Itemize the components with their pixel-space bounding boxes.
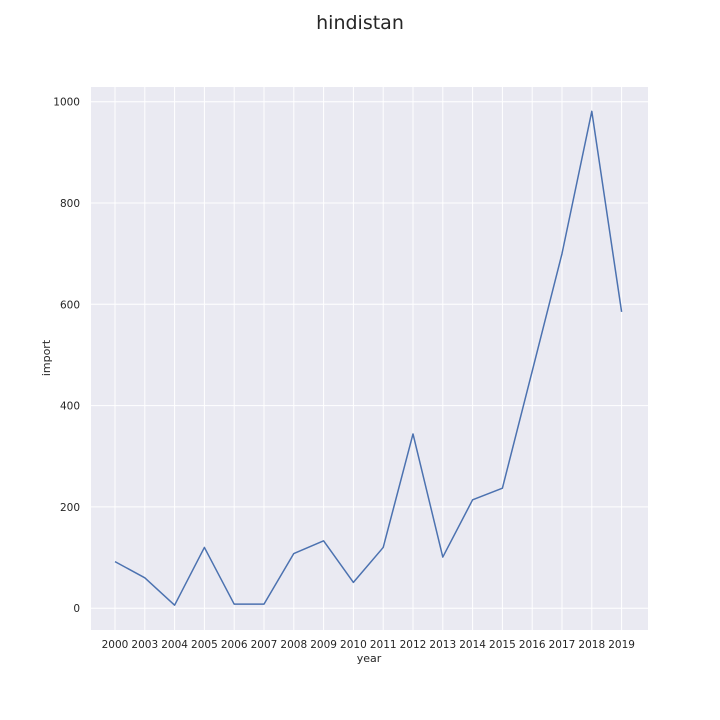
- x-tick-label: 2015: [489, 639, 516, 651]
- x-axis-ticks: 2000 2003 2004 2005 2006 2007 2008 2009 2010 2011…: [102, 639, 635, 651]
- x-tick-label: 2000: [102, 639, 129, 651]
- x-axis-label: year: [357, 652, 382, 665]
- y-axis-ticks: 0 200 400 600 800 1000: [53, 97, 80, 616]
- x-tick-label: 2011: [370, 639, 397, 651]
- x-tick-label: 2006: [221, 639, 248, 651]
- series-line: [114, 110, 623, 606]
- x-tick-label: 2005: [191, 639, 218, 651]
- x-tick-label: 2003: [131, 639, 158, 651]
- series-lines: [114, 110, 623, 606]
- x-tick-label: 2013: [429, 639, 456, 651]
- x-tick-label: 2019: [608, 639, 635, 651]
- x-tick-label: 2018: [578, 639, 605, 651]
- x-tick-label: 2009: [310, 639, 337, 651]
- chart-title: hindistan: [316, 12, 404, 34]
- y-axis-label: import: [40, 339, 53, 376]
- x-tick-label: 2016: [519, 639, 546, 651]
- x-tick-label: 2014: [459, 639, 486, 651]
- grid: [91, 87, 648, 630]
- y-tick-label: 0: [73, 603, 80, 615]
- x-tick-label: 2007: [251, 639, 278, 651]
- y-tick-label: 600: [60, 299, 80, 311]
- x-tick-label: 2008: [280, 639, 307, 651]
- x-tick-label: 2012: [400, 639, 427, 651]
- x-tick-label: 2010: [340, 639, 367, 651]
- x-tick-label: 2017: [549, 639, 576, 651]
- plot-area: [91, 87, 648, 630]
- y-tick-label: 1000: [53, 97, 80, 109]
- y-tick-label: 800: [60, 198, 80, 210]
- x-tick-label: 2004: [161, 639, 188, 651]
- y-tick-label: 200: [60, 502, 80, 514]
- y-tick-label: 400: [60, 401, 80, 413]
